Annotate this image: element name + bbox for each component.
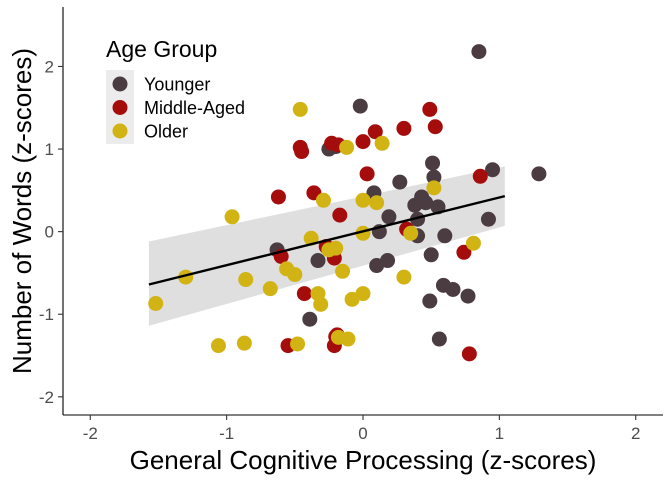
point-older: [287, 267, 303, 283]
data-points-layer: [148, 44, 547, 362]
point-younger: [392, 174, 408, 190]
x-axis-title: General Cognitive Processing (z-scores): [130, 445, 597, 475]
legend-label-older: Older: [144, 122, 188, 142]
point-younger: [426, 169, 442, 185]
y-axis-ticks: -2 -1 0 1 2: [39, 57, 63, 407]
point-younger: [310, 253, 326, 269]
x-axis-ticks: -2 -1 0 1 2: [83, 415, 640, 443]
point-younger: [445, 281, 461, 297]
point-older: [335, 263, 351, 279]
point-older: [262, 281, 278, 297]
legend-label-younger: Younger: [144, 75, 210, 95]
y-axis-title: Number of Words (z-scores): [7, 48, 37, 374]
point-middle-aged: [355, 134, 371, 150]
point-middle-aged: [422, 101, 438, 117]
point-middle-aged: [332, 207, 348, 223]
point-younger: [431, 331, 447, 347]
point-middle-aged: [427, 119, 443, 135]
point-middle-aged: [472, 168, 488, 184]
point-older: [238, 272, 254, 288]
point-younger: [437, 228, 453, 244]
point-younger: [410, 211, 426, 227]
point-older: [224, 209, 240, 225]
x-tick-label: 0: [358, 424, 367, 443]
point-older: [290, 336, 306, 352]
y-tick-label: -1: [39, 305, 54, 324]
point-younger: [352, 98, 368, 114]
y-tick-label: -2: [39, 388, 54, 407]
point-younger: [423, 247, 439, 263]
point-older: [321, 242, 337, 258]
point-middle-aged: [296, 286, 312, 302]
point-younger: [460, 288, 476, 304]
point-middle-aged: [456, 244, 472, 260]
point-older: [210, 338, 226, 354]
point-older: [355, 192, 371, 208]
point-older: [465, 235, 481, 251]
point-older: [303, 230, 319, 246]
point-middle-aged: [396, 120, 412, 136]
point-younger: [422, 293, 438, 309]
point-younger: [485, 162, 501, 178]
point-younger: [302, 311, 318, 327]
point-younger: [471, 44, 487, 60]
point-middle-aged: [461, 346, 477, 362]
point-younger: [381, 209, 397, 225]
point-older: [369, 195, 385, 211]
point-older: [355, 286, 371, 302]
legend-swatch-older: [112, 123, 128, 139]
trend-line-layer: [148, 194, 506, 286]
point-middle-aged: [359, 166, 375, 182]
legend-swatch-younger: [112, 76, 128, 92]
y-tick-label: 0: [45, 223, 54, 242]
point-older: [403, 225, 419, 241]
x-tick-label: 2: [631, 424, 640, 443]
point-older: [313, 296, 329, 312]
point-younger: [531, 166, 547, 182]
point-middle-aged: [294, 144, 310, 160]
point-middle-aged: [367, 124, 383, 140]
point-younger: [480, 211, 496, 227]
legend: Age Group Younger Middle-Aged Older: [106, 36, 245, 144]
trend-line: [148, 194, 506, 286]
point-older: [292, 101, 308, 117]
x-tick-label: -1: [219, 424, 234, 443]
y-tick-label: 2: [45, 57, 54, 76]
x-tick-label: -2: [83, 424, 98, 443]
point-older: [315, 192, 331, 208]
point-younger: [425, 155, 441, 171]
point-older: [340, 331, 356, 347]
point-younger: [407, 197, 423, 213]
point-older: [148, 296, 164, 312]
point-older: [426, 180, 442, 196]
point-older: [236, 335, 252, 351]
x-tick-label: 1: [495, 424, 504, 443]
legend-entries: Younger Middle-Aged Older: [112, 75, 245, 142]
point-middle-aged: [270, 189, 286, 205]
point-older: [339, 139, 355, 155]
point-younger: [369, 258, 385, 274]
legend-label-middle-aged: Middle-Aged: [144, 98, 245, 118]
y-tick-label: 1: [45, 140, 54, 159]
point-older: [396, 269, 412, 285]
point-older: [374, 135, 390, 151]
legend-title: Age Group: [106, 36, 217, 62]
legend-swatch-middle-aged: [112, 100, 128, 115]
